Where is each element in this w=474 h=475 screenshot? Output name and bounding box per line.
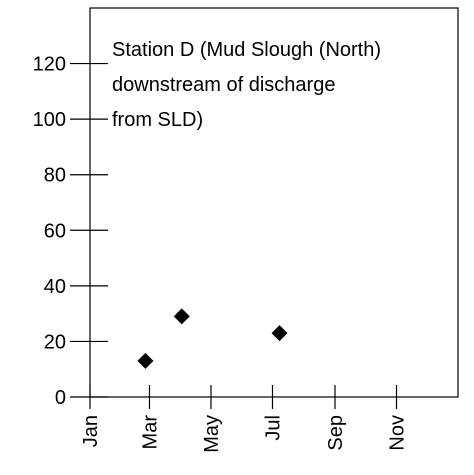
x-tick-label: May: [201, 415, 223, 453]
x-tick-label: Nov: [386, 415, 408, 451]
y-tick-label: 0: [55, 387, 66, 409]
annotation: downstream of discharge: [112, 74, 335, 96]
x-tick-label: Sep: [325, 415, 347, 451]
x-tick-label: Jan: [80, 415, 102, 447]
x-tick-label: Jul: [262, 415, 284, 441]
plot-frame: [89, 7, 459, 398]
y-tick-label: 80: [44, 165, 66, 187]
y-tick-label: 20: [44, 331, 66, 353]
y-tick-label: 40: [44, 276, 66, 298]
x-tick-label: Mar: [139, 415, 161, 450]
y-tick-label: 100: [33, 109, 66, 131]
annotation: from SLD): [112, 109, 203, 131]
annotation: Station D (Mud Slough (North): [112, 39, 381, 61]
y-tick-label: 120: [33, 54, 66, 76]
y-tick-label: 60: [44, 220, 66, 242]
point: [271, 325, 288, 342]
point: [173, 308, 190, 325]
point: [137, 352, 154, 369]
